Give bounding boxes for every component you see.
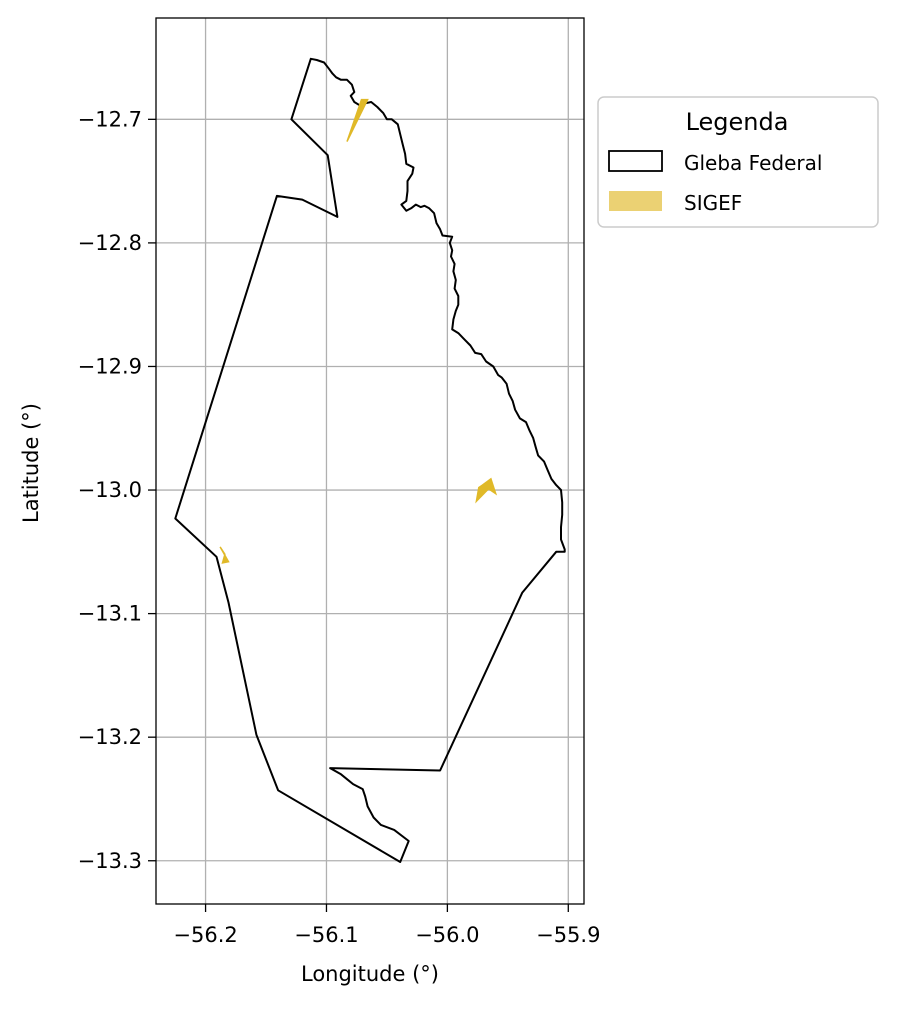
sigef-parcel bbox=[475, 477, 498, 504]
y-axis-ticks: −12.7 −12.8 −12.9 −13.0 −13.1 −13.2 −13.3 bbox=[78, 107, 156, 873]
y-tick-label: −12.9 bbox=[78, 354, 142, 378]
x-tick-label: −56.2 bbox=[173, 923, 237, 947]
y-axis-label: Latitude (°) bbox=[19, 403, 43, 523]
legend-swatch-gleba-federal bbox=[608, 150, 663, 172]
y-tick-label: −13.3 bbox=[78, 849, 142, 873]
x-axis-ticks: −56.2 −56.1 −56.0 −55.9 bbox=[173, 904, 600, 947]
sigef-parcel bbox=[346, 98, 369, 142]
legend-title: Legenda bbox=[686, 108, 789, 136]
legend-label-gleba-federal: Gleba Federal bbox=[684, 151, 822, 175]
gleba-federal-boundary bbox=[174, 57, 566, 863]
sigef-parcel bbox=[219, 546, 230, 564]
x-tick-label: −56.1 bbox=[294, 923, 358, 947]
legend-label-sigef: SIGEF bbox=[684, 191, 742, 215]
legend-swatch-sigef bbox=[609, 191, 662, 211]
x-axis-label: Longitude (°) bbox=[301, 962, 439, 986]
legend: Legenda Gleba Federal SIGEF bbox=[597, 96, 879, 228]
axes-frame bbox=[155, 17, 585, 905]
y-tick-label: −12.7 bbox=[78, 107, 142, 131]
x-tick-label: −56.0 bbox=[415, 923, 479, 947]
y-tick-label: −13.2 bbox=[78, 725, 142, 749]
x-tick-label: −55.9 bbox=[536, 923, 600, 947]
gridlines bbox=[156, 18, 584, 904]
y-tick-label: −12.8 bbox=[78, 231, 142, 255]
legend-box bbox=[597, 96, 879, 228]
y-tick-label: −13.1 bbox=[78, 602, 142, 626]
y-tick-label: −13.0 bbox=[78, 478, 142, 502]
map-shapes bbox=[174, 57, 566, 863]
